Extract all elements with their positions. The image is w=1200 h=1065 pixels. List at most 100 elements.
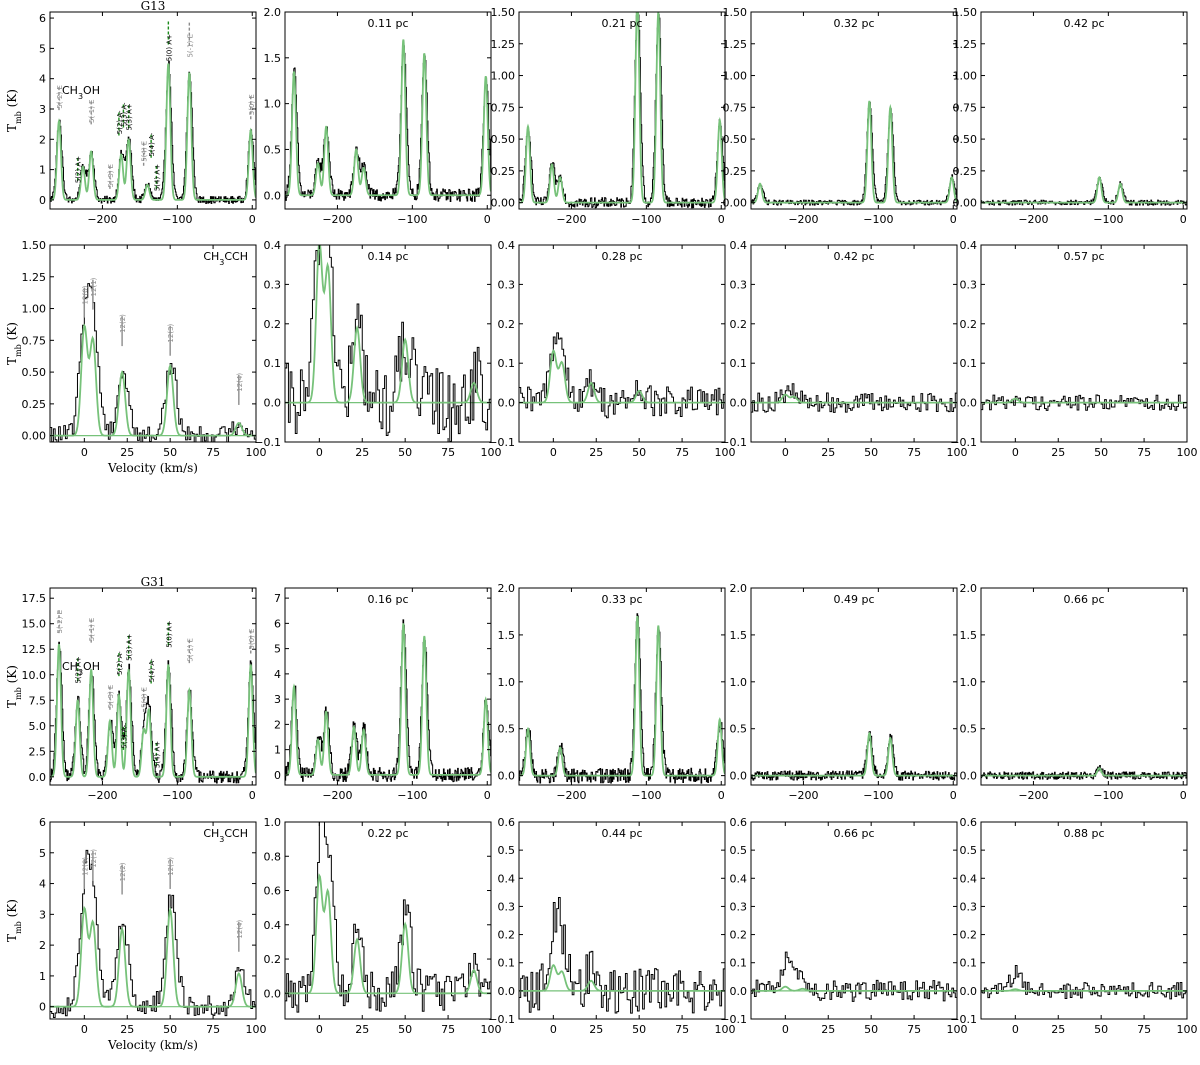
y-tick-label: 0.2	[730, 318, 748, 331]
x-tick-label: 50	[163, 1023, 177, 1036]
x-tick-label: 75	[675, 446, 689, 459]
x-tick-label: −100	[162, 789, 192, 802]
x-tick-label: 0	[81, 446, 88, 459]
x-tick-label: 0	[1180, 213, 1187, 226]
panel-frame	[980, 11, 1188, 210]
transition-label: 5(3) A-	[120, 724, 128, 748]
transition-label: 5(0) A+	[165, 34, 173, 61]
x-tick-label: 0	[484, 213, 491, 226]
model-spectrum-line	[519, 349, 725, 404]
model-spectrum-line	[50, 63, 256, 201]
transition-label: 5(3) A+	[126, 634, 134, 661]
panel-frame	[49, 587, 257, 786]
x-tick-label: 25	[589, 446, 603, 459]
y-tick-label: 0.2	[960, 318, 978, 331]
x-tick-label: −100	[162, 213, 192, 226]
transition-label: 5(0) E	[248, 94, 256, 115]
x-tick-label: −200	[87, 213, 117, 226]
x-tick-label: 0	[550, 446, 557, 459]
spectrum-panel-g13-ch3oh-1: 0.0 0.5 1.0 1.5 2.0 −200 −100 0 0.11 pc	[264, 6, 492, 226]
y-tick-label: 1.25	[22, 271, 47, 284]
x-tick-label: 0	[950, 213, 957, 226]
transition-label: 5(2) A-	[116, 651, 124, 675]
transition-label: 12(1)	[90, 277, 98, 296]
transition-label: 5(-3) E	[107, 164, 115, 188]
y-tick-label: 2.0	[498, 582, 516, 595]
y-tick-label: 0.2	[498, 929, 516, 942]
x-tick-label: 75	[206, 1023, 220, 1036]
transition-label: 5(-3) E	[107, 685, 115, 709]
transition-label: 12(1)	[90, 849, 98, 868]
transition-label: 5(3) A+	[126, 103, 134, 130]
y-tick-label: −0.1	[488, 1013, 515, 1026]
x-tick-label: −100	[863, 789, 893, 802]
y-tick-label: 6	[39, 12, 46, 25]
observed-spectrum-line	[50, 641, 256, 784]
y-tick-label: 0.5	[730, 723, 748, 736]
spectrum-panel-g13-ch3oh-3: 0.00 0.25 0.50 0.75 1.00 1.25 1.50 −200 −100 0 0.3…	[723, 6, 958, 226]
y-tick-label: 0.5	[730, 844, 748, 857]
y-tick-label: 1.0	[264, 816, 282, 829]
panel-frame	[518, 587, 726, 786]
x-tick-label: 0	[81, 1023, 88, 1036]
offset-label: 0.28 pc	[601, 250, 642, 263]
y-tick-label: 0.8	[264, 850, 282, 863]
y-tick-label: 0.4	[730, 872, 748, 885]
x-axis-title: Velocity (km/s)	[107, 1038, 198, 1052]
x-tick-label: 75	[206, 446, 220, 459]
transition-label: 5(4) A+	[153, 741, 161, 768]
transition-label: 12(3)	[167, 857, 175, 876]
model-spectrum-line	[285, 245, 491, 404]
offset-label: 0.11 pc	[367, 17, 408, 30]
y-tick-label: 0.1	[730, 957, 748, 970]
model-spectrum-line	[981, 175, 1187, 204]
x-tick-label: 100	[246, 446, 267, 459]
y-tick-label: 0.0	[960, 397, 978, 410]
y-tick-label: 0.2	[960, 929, 978, 942]
observed-spectrum-line	[981, 965, 1187, 1000]
y-tick-label: 15.0	[22, 618, 47, 631]
y-tick-label: 1.00	[491, 70, 516, 83]
x-tick-label: 0	[249, 789, 256, 802]
observed-spectrum-line	[981, 765, 1187, 780]
model-spectrum-line	[519, 12, 725, 204]
x-tick-label: 100	[246, 1023, 267, 1036]
transition-label: 5(-1) E	[88, 618, 96, 642]
model-spectrum-line	[50, 643, 256, 778]
panel-frame	[49, 244, 257, 443]
y-tick-label: 0.75	[723, 101, 748, 114]
model-spectrum-line	[285, 623, 491, 776]
y-tick-label: 0.00	[953, 197, 978, 210]
panel-frame	[518, 821, 726, 1020]
x-tick-label: −100	[631, 213, 661, 226]
spectrum-panel-g31-ch3oh-3: 0.0 0.5 1.0 1.5 2.0 −200 −100 0 0.49 pc	[730, 582, 958, 802]
observed-spectrum-line	[981, 394, 1187, 411]
y-tick-label: 0.50	[723, 133, 748, 146]
model-spectrum-line	[285, 873, 491, 995]
y-tick-label: 7	[274, 592, 281, 605]
offset-label: 0.42 pc	[833, 250, 874, 263]
y-tick-label: 1.0	[730, 676, 748, 689]
y-tick-label: 6	[274, 617, 281, 630]
y-tick-label: 1	[39, 970, 46, 983]
panel-frame	[518, 244, 726, 443]
y-tick-label: 2.0	[264, 6, 282, 19]
y-tick-label: 0.50	[953, 133, 978, 146]
x-tick-label: −200	[788, 213, 818, 226]
model-spectrum-line	[981, 988, 1187, 992]
y-tick-label: 1.0	[498, 676, 516, 689]
x-tick-label: 100	[947, 446, 968, 459]
y-tick-label: 0.25	[22, 398, 47, 411]
spectrum-panel-g13-ch3cch-2: −0.1 0.0 0.1 0.2 0.3 0.4 0 25 50 75 100 0.28 pc	[488, 239, 735, 459]
x-tick-label: 50	[632, 446, 646, 459]
model-spectrum-line	[519, 616, 725, 777]
observed-spectrum-line	[285, 619, 491, 783]
observed-spectrum-line	[285, 245, 491, 442]
y-tick-label: 0.75	[953, 101, 978, 114]
panel-frame	[284, 587, 492, 786]
model-spectrum-line	[981, 397, 1187, 404]
y-tick-label: 0.6	[264, 885, 282, 898]
x-tick-label: 100	[481, 446, 502, 459]
panel-frame	[49, 821, 257, 1020]
transition-label: 5(4) A-	[148, 132, 156, 156]
